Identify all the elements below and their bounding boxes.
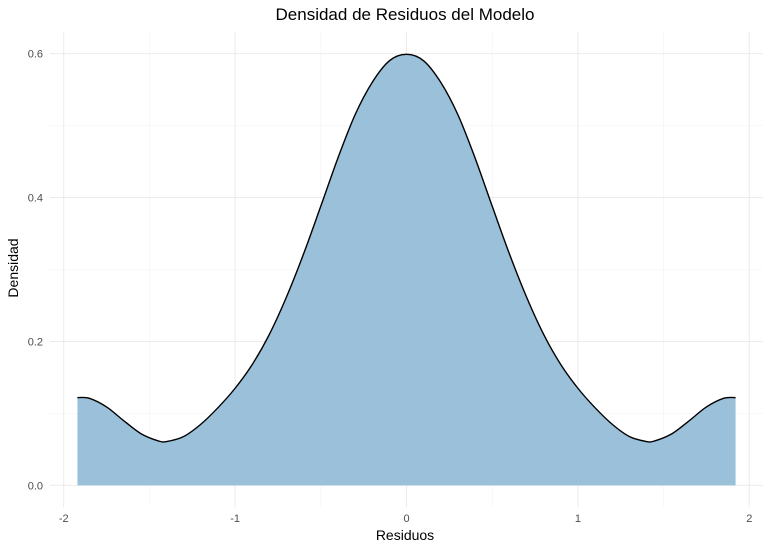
x-tick-label: 0 bbox=[403, 513, 409, 525]
density-line bbox=[77, 53, 736, 443]
y-tick-label: 0.0 bbox=[28, 480, 43, 492]
y-tick-label: 0.2 bbox=[28, 336, 43, 348]
y-tick-label: 0.6 bbox=[28, 49, 43, 61]
x-tick-label: -2 bbox=[59, 513, 69, 525]
y-tick-label: 0.4 bbox=[28, 193, 43, 205]
plot-area bbox=[77, 53, 736, 486]
density-area bbox=[77, 54, 736, 486]
chart-title: Densidad de Residuos del Modelo bbox=[276, 5, 535, 24]
y-axis-title: Densidad bbox=[5, 238, 21, 297]
x-tick-label: 1 bbox=[575, 513, 581, 525]
x-tick-label: 2 bbox=[746, 513, 752, 525]
x-tick-label: -1 bbox=[230, 513, 240, 525]
tick-labels: -2 -1 0 1 2 0.0 0.2 0.4 0.6 bbox=[28, 49, 753, 525]
x-axis-title: Residuos bbox=[376, 527, 434, 543]
